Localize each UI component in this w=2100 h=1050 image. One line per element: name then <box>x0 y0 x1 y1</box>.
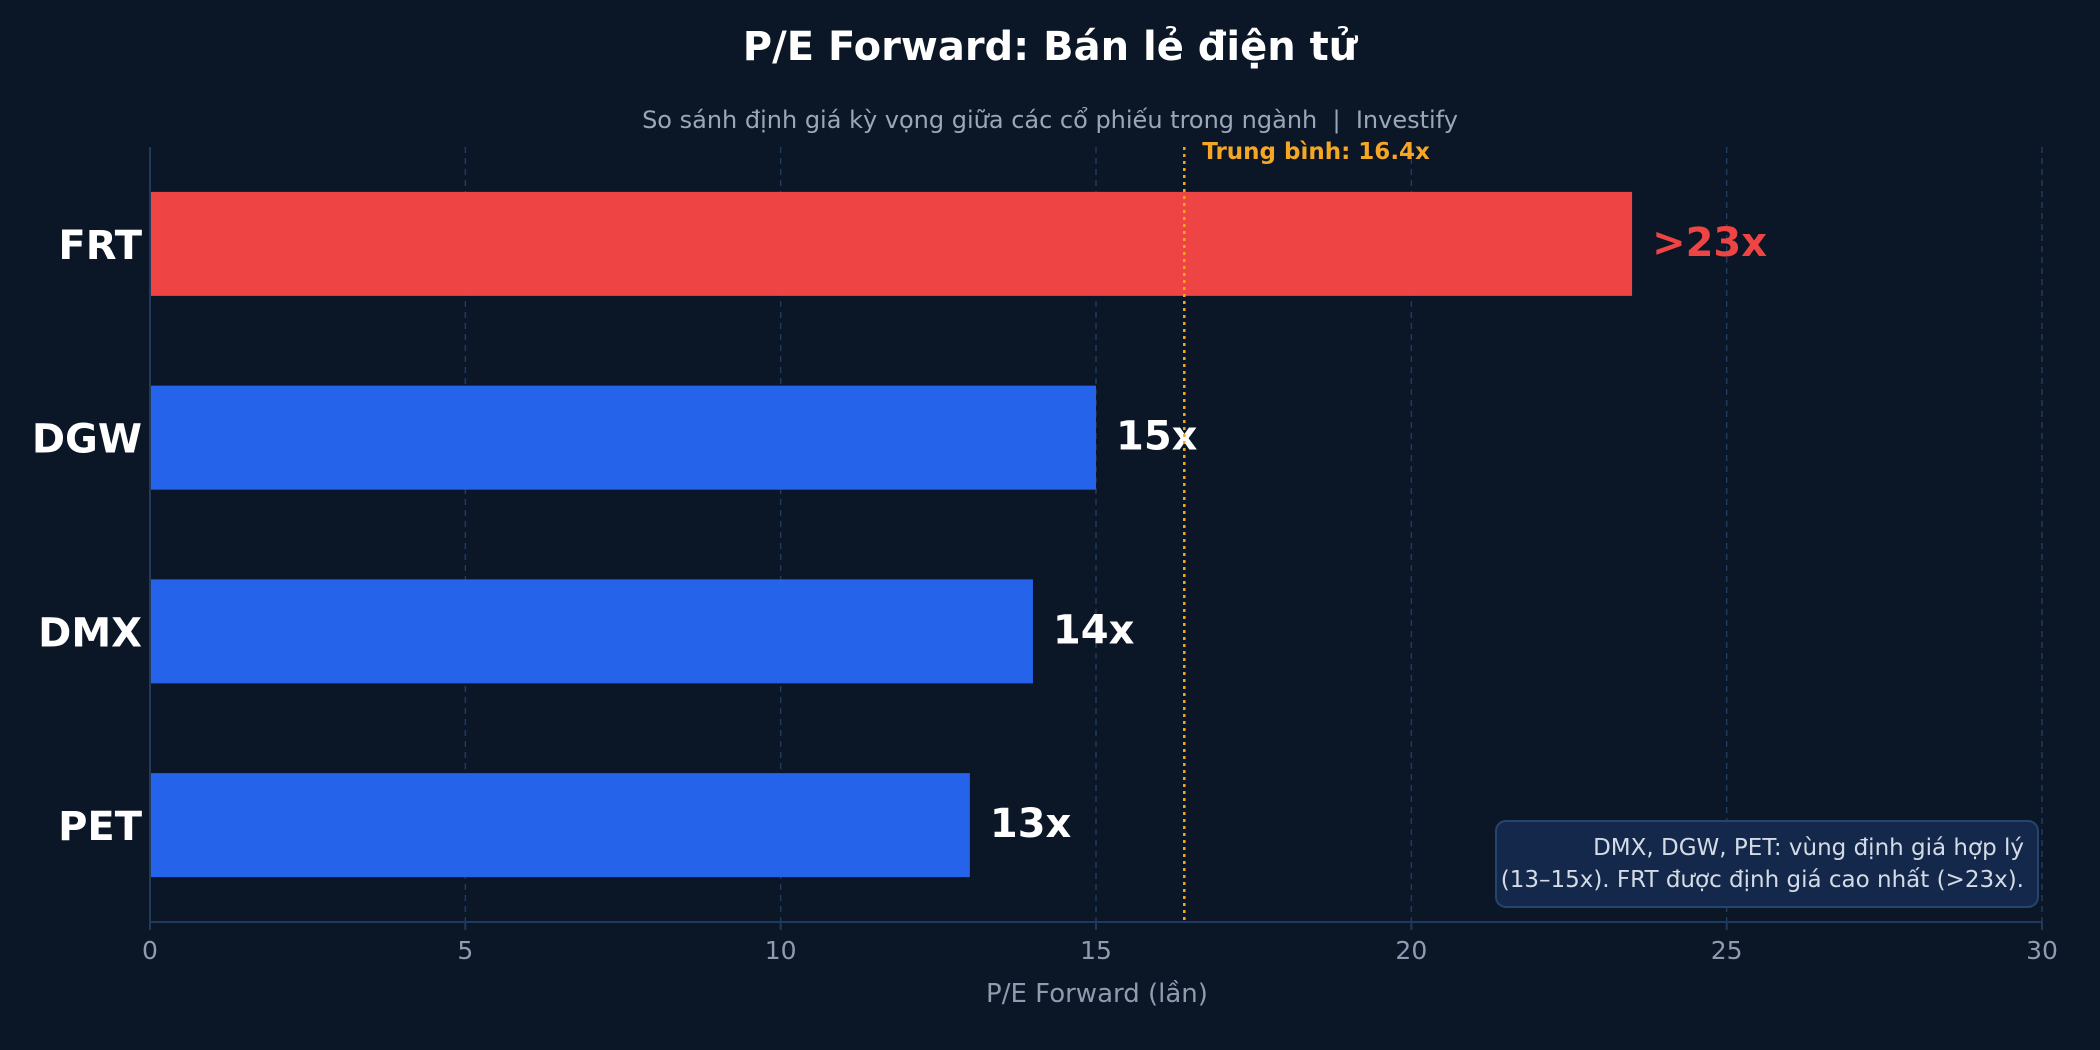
x-axis-label: P/E Forward (lần) <box>986 979 1208 1009</box>
x-tick-label: 10 <box>765 936 797 965</box>
category-label: FRT <box>58 223 142 269</box>
data-label: 14x <box>1053 607 1135 653</box>
x-tick-label: 15 <box>1080 936 1112 965</box>
chart-title: P/E Forward: Bán lẻ điện tử <box>743 24 1359 70</box>
x-tick-label: 0 <box>142 936 158 965</box>
category-label: DMX <box>38 610 142 656</box>
x-tick-label: 5 <box>457 936 473 965</box>
category-label: DGW <box>32 417 142 463</box>
bar <box>150 191 1633 296</box>
annotation-background <box>1495 820 2039 908</box>
x-tick-label: 20 <box>1395 936 1427 965</box>
axes: 0 5 10 15 20 25 30 <box>142 147 2058 965</box>
annotation-line-1: DMX, DGW, PET: vùng định giá hợp lý <box>1593 835 2024 861</box>
average-marker: Trung bình: 16.4x <box>1183 139 1430 922</box>
category-label: PET <box>58 804 143 850</box>
annotation-line-2: (13–15x). FRT được định giá cao nhất (>2… <box>1501 867 2024 893</box>
chart-subtitle: So sánh định giá kỳ vọng giữa các cổ phi… <box>642 106 1458 134</box>
data-label: 13x <box>990 801 1072 847</box>
data-label: >23x <box>1652 220 1767 266</box>
bar <box>150 385 1096 490</box>
grid-lines <box>464 147 2043 922</box>
average-label: Trung bình: 16.4x <box>1202 139 1430 165</box>
x-tick-label: 25 <box>1711 936 1743 965</box>
bar <box>150 579 1033 684</box>
bar <box>150 773 970 878</box>
x-tick-label: 30 <box>2026 936 2058 965</box>
annotation-box: DMX, DGW, PET: vùng định giá hợp lý (13–… <box>1495 820 2039 908</box>
